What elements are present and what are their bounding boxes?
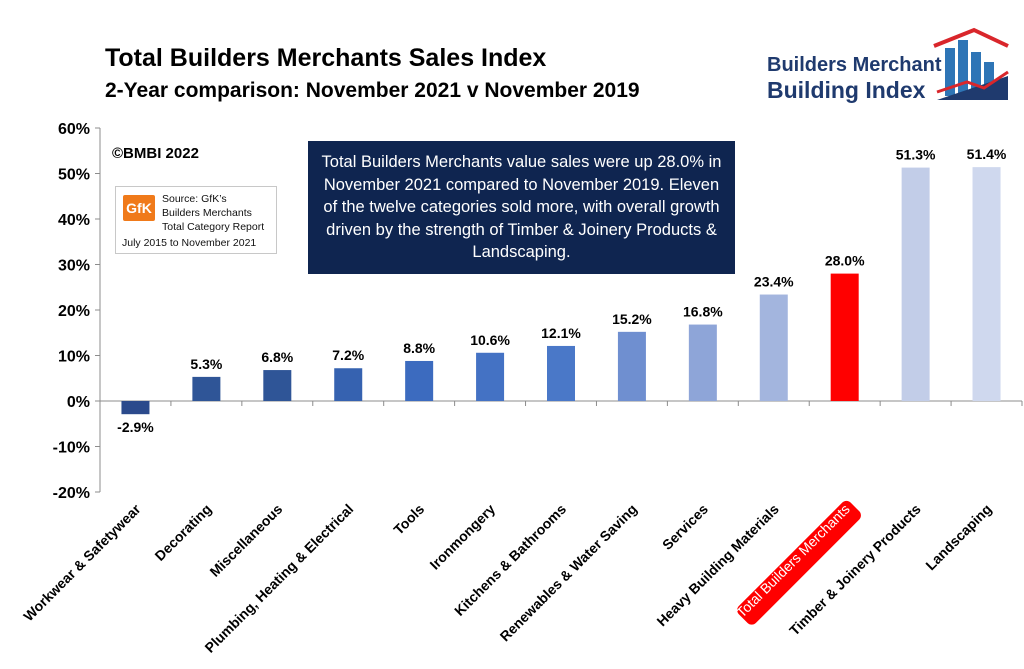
x-category-label: Renewables & Water Saving: [497, 501, 641, 645]
bar-landscaping: [972, 167, 1001, 401]
bmbi-logo-icon: [933, 27, 1009, 100]
data-label: 28.0%: [825, 253, 865, 269]
data-label: 10.6%: [470, 332, 510, 348]
y-tick-label: 20%: [58, 303, 90, 320]
data-label: -2.9%: [117, 419, 154, 435]
y-tick-label: 60%: [58, 121, 90, 138]
source-box: GfK Source: GfK’s Builders Merchants Tot…: [115, 186, 277, 254]
bar-services: [688, 324, 717, 401]
source-line: July 2015 to November 2021: [122, 237, 257, 249]
gfk-logo: GfK: [123, 195, 155, 221]
x-category-label: Miscellaneous: [206, 501, 285, 580]
logo-text-line1: Builders Merchant: [767, 54, 942, 76]
y-tick-label: 40%: [58, 212, 90, 229]
source-line: Total Category Report: [162, 221, 265, 233]
x-category-label: Ironmongery: [426, 501, 498, 573]
x-category-label: Services: [659, 501, 711, 553]
annotation-box: Total Builders Merchants value sales wer…: [308, 141, 735, 274]
bar-kitchens-bathrooms: [547, 345, 575, 401]
x-category-label: Landscaping: [922, 501, 994, 573]
source-line: Builders Merchants: [162, 207, 252, 219]
data-label: 23.4%: [754, 274, 794, 290]
source-line: Source: GfK’s: [162, 193, 227, 205]
bar-workwear-safetywear: [121, 401, 150, 415]
data-label: 16.8%: [683, 304, 723, 320]
logo-text-line2: Building Index: [767, 77, 926, 103]
bar-plumbing-heating-electrical: [334, 368, 363, 401]
data-label: 51.4%: [967, 146, 1007, 162]
x-category-label: Plumbing, Heating & Electrical: [201, 501, 356, 656]
y-tick-label: 30%: [58, 258, 90, 275]
bar-decorating: [192, 376, 221, 401]
bar-renewables-water-saving: [617, 331, 646, 401]
y-tick-label: 50%: [58, 167, 90, 184]
x-category-label: Workwear & Safetywear: [20, 500, 144, 624]
bar-timber-joinery-products: [901, 167, 930, 401]
data-label: 12.1%: [541, 325, 581, 341]
x-category-label: Tools: [390, 501, 427, 538]
chart-subtitle: 2-Year comparison: November 2021 v Novem…: [105, 79, 640, 102]
bar-ironmongery: [476, 352, 505, 401]
chart-title: Total Builders Merchants Sales Index: [105, 44, 547, 72]
y-tick-label: 10%: [58, 349, 90, 366]
data-label: 15.2%: [612, 311, 652, 327]
data-label: 51.3%: [896, 147, 936, 163]
y-tick-label: 0%: [67, 394, 90, 411]
y-tick-label: -20%: [53, 485, 90, 502]
copyright-text: ©BMBI 2022: [112, 145, 199, 162]
data-label: 5.3%: [190, 356, 222, 372]
bar-tools: [405, 360, 434, 401]
y-tick-label: -10%: [53, 440, 90, 457]
data-label: 7.2%: [332, 347, 364, 363]
data-label: 6.8%: [261, 349, 293, 365]
x-category-label: Total Builders Merchants: [733, 501, 853, 621]
data-label: 8.8%: [403, 340, 435, 356]
x-category-label: Decorating: [151, 501, 214, 564]
bar-miscellaneous: [263, 370, 292, 401]
highlight-label-background: [737, 500, 861, 625]
bar-total-builders-merchants: [830, 273, 859, 401]
bar-heavy-building-materials: [759, 294, 788, 401]
